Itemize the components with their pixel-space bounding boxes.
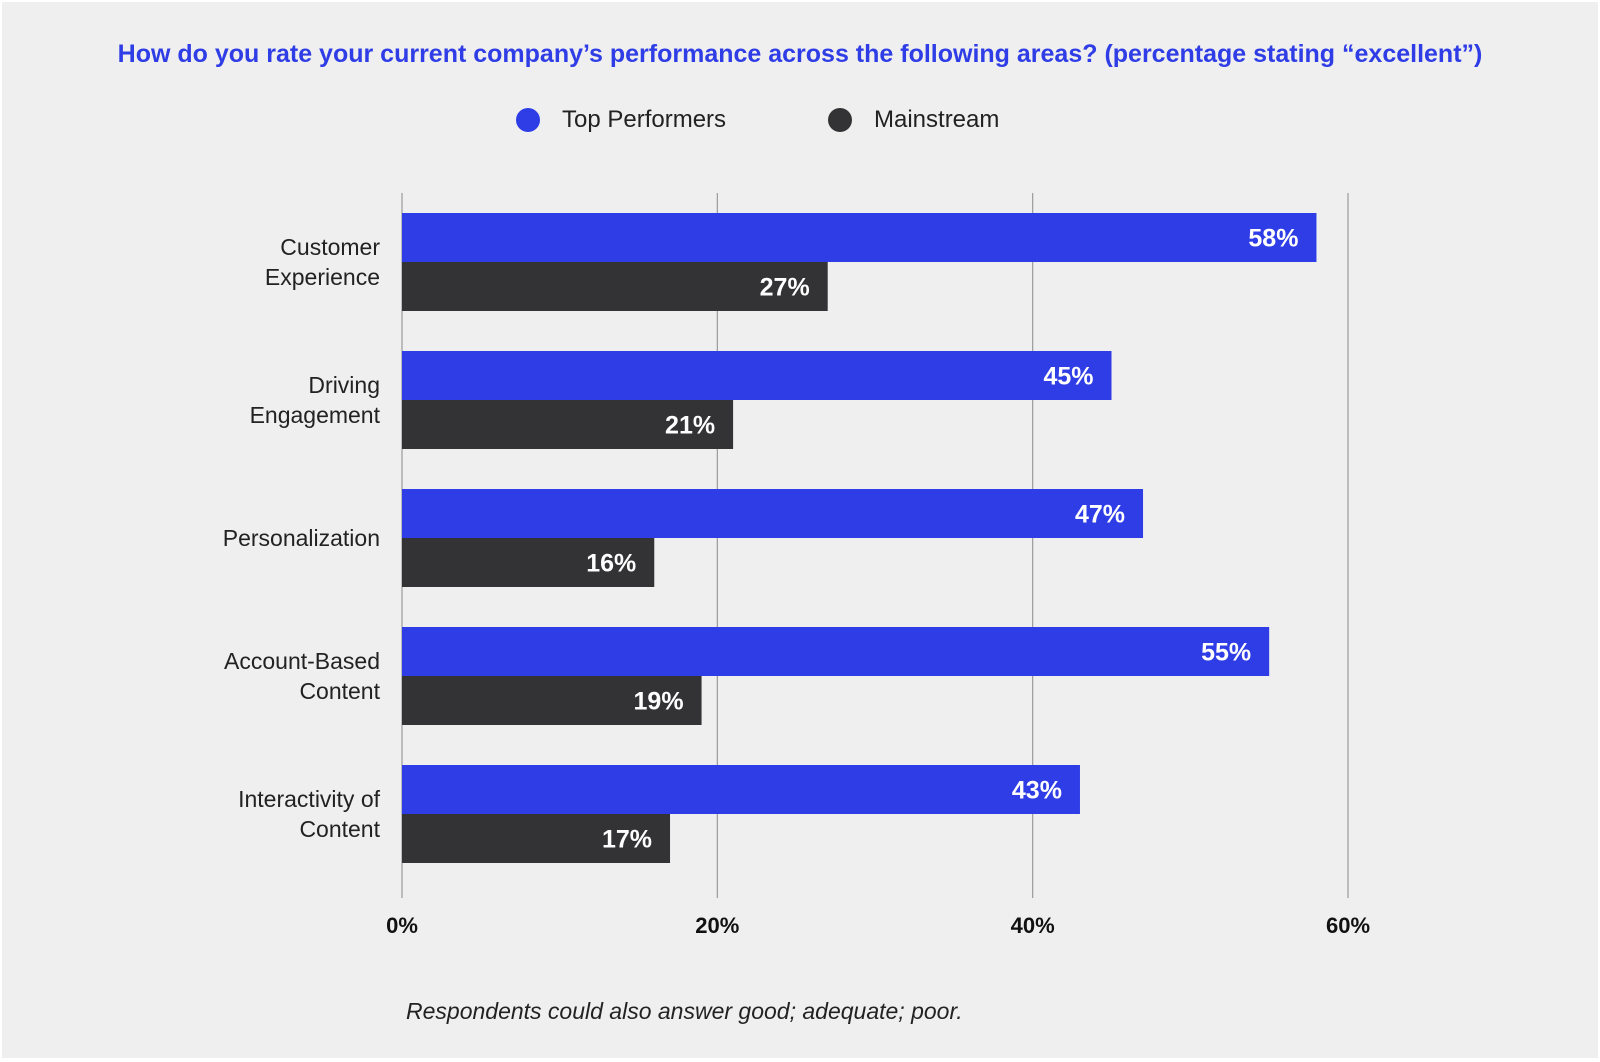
bar-mainstream-1: [402, 400, 734, 449]
data-label-top-performers-3: 55%: [1201, 639, 1251, 667]
data-label-top-performers-0: 58%: [1248, 225, 1298, 253]
bar-top-performers-2: [402, 489, 1144, 538]
bar-mainstream-0: [402, 262, 828, 311]
x-tick-label-40: 40%: [1011, 913, 1055, 938]
bar-mainstream-3: [402, 676, 702, 725]
legend-item-mainstream: Mainstream: [828, 106, 999, 134]
data-label-top-performers-2: 47%: [1075, 501, 1125, 529]
data-label-mainstream-2: 16%: [586, 550, 636, 578]
data-label-mainstream-1: 21%: [665, 412, 715, 440]
chart-legend: Top Performers Mainstream: [0, 106, 1600, 138]
bar-mainstream-2: [402, 538, 655, 587]
x-tick-label-60: 60%: [1326, 913, 1370, 938]
x-tick-label-20: 20%: [695, 913, 739, 938]
x-tick-label-0: 0%: [386, 913, 418, 938]
bar-top-performers-4: [402, 765, 1080, 814]
data-label-mainstream-4: 17%: [602, 826, 652, 854]
category-label-3: Account-Based Content: [224, 648, 381, 704]
data-label-top-performers-1: 45%: [1043, 363, 1093, 391]
data-label-mainstream-3: 19%: [634, 688, 684, 716]
legend-label-mainstream: Mainstream: [874, 106, 1000, 133]
bar-top-performers-3: [402, 627, 1270, 676]
category-label-1: Driving Engagement: [250, 372, 381, 428]
bar-mainstream-4: [402, 814, 671, 863]
legend-label-top-performers: Top Performers: [562, 106, 727, 133]
data-label-mainstream-0: 27%: [760, 274, 810, 302]
category-label-2: Personalization: [223, 525, 380, 551]
bar-top-performers-0: [402, 213, 1317, 262]
data-label-top-performers-4: 43%: [1012, 777, 1062, 805]
category-label-0: Customer Experience: [265, 234, 380, 290]
legend-dot-top-performers: [516, 108, 540, 132]
category-label-4: Interactivity of Content: [238, 786, 380, 842]
chart-title: How do you rate your current company’s p…: [117, 40, 1483, 68]
footnote: Respondents could also answer good; adeq…: [406, 998, 963, 1024]
legend-dot-mainstream: [828, 108, 852, 132]
bar-top-performers-1: [402, 351, 1112, 400]
legend-item-top-performers: Top Performers: [516, 106, 726, 134]
